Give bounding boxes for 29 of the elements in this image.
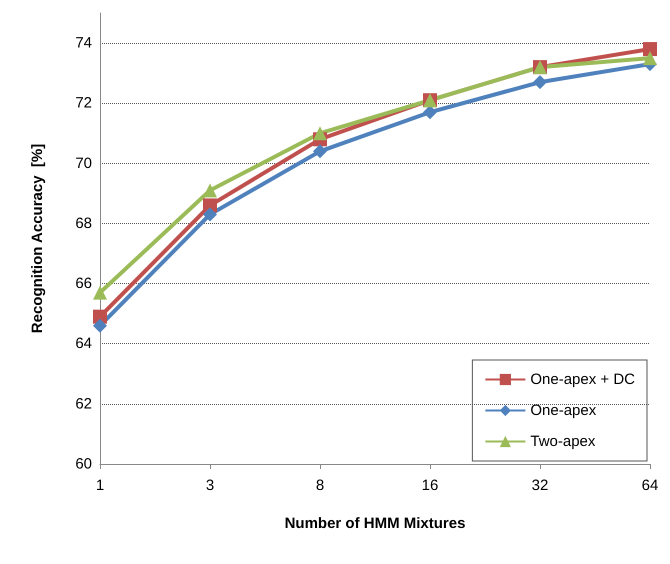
y-tick-label: 66 — [75, 275, 92, 292]
point — [203, 207, 217, 222]
x-tick-label: 3 — [206, 477, 214, 494]
y-tick-label: 62 — [75, 395, 92, 412]
point — [643, 51, 657, 66]
point — [93, 318, 107, 333]
point — [203, 183, 217, 198]
point — [533, 75, 547, 90]
y-tick-label: 60 — [75, 456, 92, 472]
x-axis-title: Number of HMM Mixtures — [284, 515, 466, 532]
legend-label: Two-apex — [530, 433, 596, 450]
x-tick-label: 16 — [422, 477, 438, 494]
x-tick-label: 32 — [532, 477, 548, 494]
point — [313, 126, 327, 140]
y-tick-label: 70 — [75, 154, 92, 172]
point — [313, 144, 327, 158]
x-tick-label: 1 — [96, 477, 104, 494]
x-tick-label: 64 — [642, 477, 658, 494]
y-tick-label: 74 — [75, 34, 92, 52]
point — [423, 105, 437, 120]
point — [93, 286, 107, 300]
y-axis-title: Recognition Accuracy [%] — [29, 144, 46, 334]
y-tick-label: 64 — [75, 335, 92, 352]
legend-label: One-apex + DC — [530, 371, 636, 388]
point — [643, 42, 657, 56]
y-tick-label: 68 — [75, 214, 92, 232]
y-tick-label: 72 — [75, 94, 92, 112]
legend-label: One-apex — [530, 402, 597, 419]
x-tick-label: 8 — [316, 477, 324, 494]
